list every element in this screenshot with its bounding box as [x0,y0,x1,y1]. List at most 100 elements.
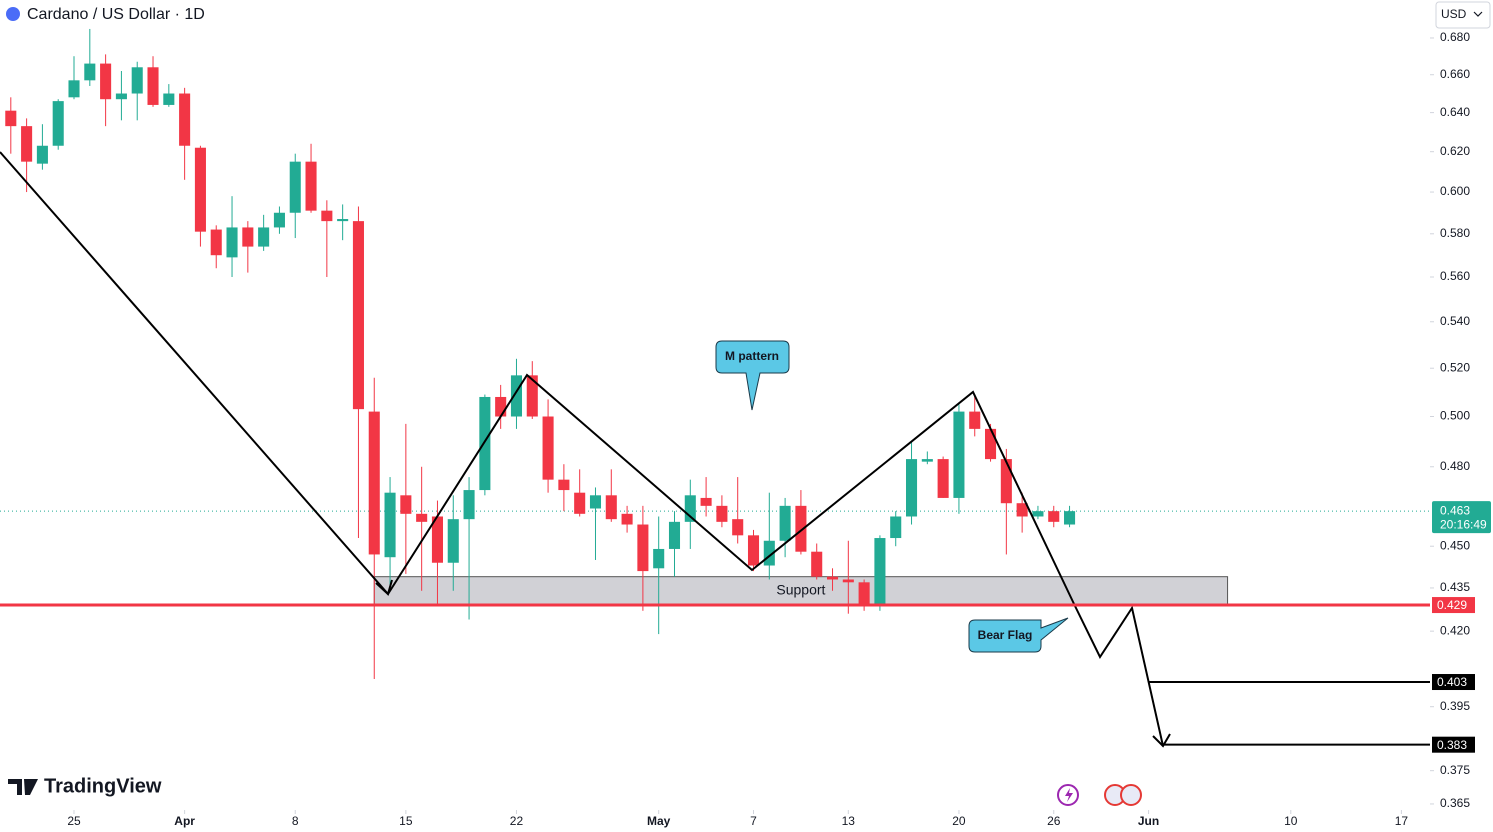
overlay: 0.680 0.660 0.640 0.620 0.600 0.580 0.560 0.540… [0,30,1491,828]
x-tick-label: 26 [1047,814,1061,828]
brand-mark [8,779,38,795]
callout-box [715,340,790,411]
candle-body [289,161,301,213]
last-price-label: 0.463 [1440,503,1470,517]
candle-body [716,505,728,522]
candle-body [384,492,396,558]
candle-body [1016,503,1028,517]
y-tick-label: 0.480 [1440,459,1470,473]
candle-body [1064,511,1076,525]
x-tick-label: Jun [1138,814,1159,828]
x-tick-label: May [647,814,671,828]
candle-body [479,396,491,491]
brand-text: TradingView [44,775,162,797]
candle-body [811,551,823,577]
support-label: Support [776,582,825,598]
plot: Support [0,28,1430,679]
x-tick-label: 15 [399,814,413,828]
candle-body [100,63,112,100]
countdown-label: 20:16:49 [1440,517,1487,531]
candle-body [1000,459,1012,504]
y-tick-label: 0.640 [1440,105,1470,119]
candle-body [953,411,965,498]
candle-body [668,521,681,549]
candle-body [194,147,206,232]
candle-body [1032,511,1044,517]
candle-body [258,227,270,247]
x-tick-label: 7 [750,814,757,828]
x-tick-label: 10 [1284,814,1298,828]
level-label-box [1432,597,1475,614]
candle-body [147,67,159,105]
candle-body [21,126,33,162]
candle-body [874,538,886,606]
event-icon [1065,788,1073,802]
candle-body [5,110,17,127]
candle-body [463,490,475,520]
candle-body [763,540,775,566]
arrow-head [375,579,393,596]
pattern-drawing [0,151,1164,747]
x-tick-label: 25 [67,814,81,828]
candle-body [795,505,807,552]
candle-body [921,459,933,462]
candle-body [589,495,602,509]
candle-body [273,212,285,228]
y-tick-label: 0.395 [1440,699,1470,713]
m-pattern-callout: M pattern [715,340,790,411]
y-tick-label: 0.420 [1440,623,1470,637]
candle-body [621,513,633,525]
candle-body [163,93,175,105]
candle-body [242,227,254,247]
candle-body [226,227,238,258]
candle-body [495,396,507,417]
chart-title: Cardano / US Dollar · 1D [27,6,205,23]
candle-body [352,221,364,410]
bear-flag-callout: Bear Flag [968,617,1069,653]
y-tick-label: 0.375 [1440,763,1470,777]
candle-body [905,459,918,517]
y-tick-label: 0.580 [1440,226,1470,240]
y-tick-label: 0.600 [1440,184,1470,198]
candle-body [747,535,760,566]
candle-body [321,210,333,222]
candle-body [52,101,64,146]
y-tick-label: 0.450 [1440,538,1470,552]
candle-body [84,63,96,81]
support-zone [373,576,1229,606]
level-label: 0.429 [1437,598,1467,612]
candle-body [368,411,380,555]
candle-body [779,505,791,541]
last-price-box [1432,501,1491,534]
candle-body [131,67,143,94]
candle-body [700,497,712,506]
symbol-icon [6,7,20,21]
level-label: 0.403 [1437,675,1467,689]
candle-body [447,519,459,563]
candle-body [842,579,854,583]
y-tick-label: 0.520 [1440,360,1470,374]
candle-body [526,375,538,417]
currency-button[interactable] [1435,1,1491,29]
candle-body [969,411,981,429]
dropdown-icon [1473,11,1483,17]
y-tick-label: 0.560 [1440,269,1470,283]
x-tick-label: 17 [1395,814,1409,828]
candle-body [337,219,349,222]
candle-body [653,548,665,569]
level-label: 0.383 [1437,738,1467,752]
candle-body [890,516,902,539]
callout-text: M pattern [725,349,779,363]
x-tick-label: Apr [174,814,195,828]
callout-box [968,617,1069,653]
candle-body [826,576,839,580]
candle-body [305,161,317,211]
y-tick-label: 0.660 [1440,67,1470,81]
candle-body [416,513,428,522]
y-tick-label: 0.540 [1440,314,1470,328]
candle-body [510,375,523,417]
x-tick-label: 13 [842,814,856,828]
x-tick-label: 20 [952,814,966,828]
